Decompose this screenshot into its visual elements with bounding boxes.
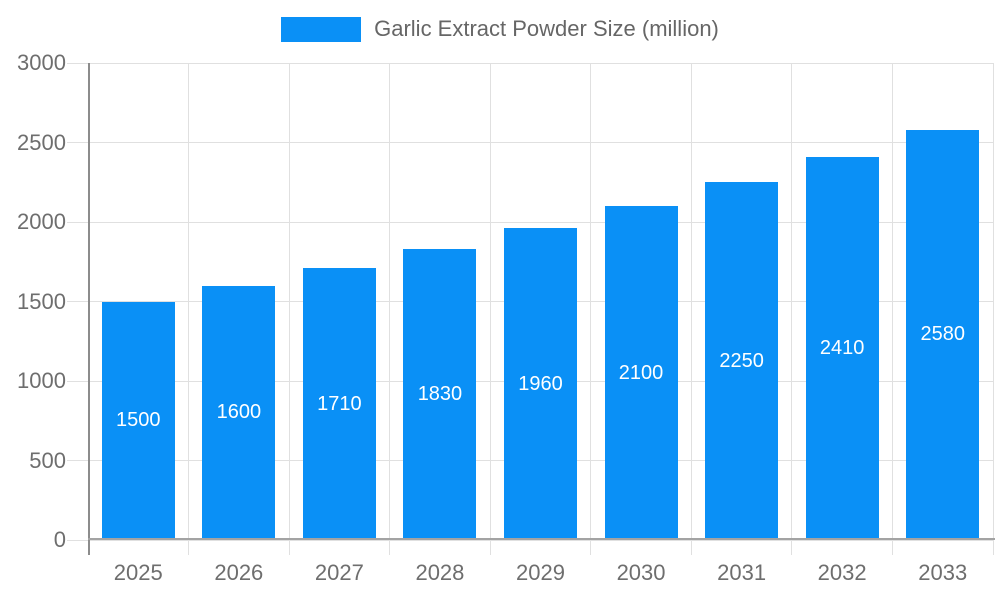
bar-2028[interactable]: 1830: [403, 249, 477, 540]
y-tick-label-2000: 2000: [17, 209, 66, 234]
bar-value-label-2025: 1500: [116, 409, 161, 432]
x-tick-label-2029: 2029: [516, 560, 565, 585]
bar-2031[interactable]: 2250: [705, 182, 779, 540]
bar-2026[interactable]: 1600: [202, 285, 276, 540]
gridline-x-4: [489, 63, 491, 555]
gridline-x-1: [188, 63, 190, 555]
bar-2029[interactable]: 1960: [504, 228, 577, 540]
bar-value-label-2030: 2100: [618, 361, 664, 384]
x-tick-label-2028: 2028: [415, 560, 465, 585]
bar-2033[interactable]: 2580: [906, 129, 980, 540]
gridline-y-3000: [67, 62, 993, 64]
x-tick-label-2031: 2031: [717, 560, 767, 585]
x-tick-label-2030: 2030: [616, 560, 666, 585]
gridline-x-2: [288, 63, 290, 555]
gridline-x-6: [690, 63, 692, 555]
chart-legend[interactable]: Garlic Extract Powder Size (million): [0, 16, 1000, 42]
gridline-x-8: [891, 63, 893, 555]
bar-2030[interactable]: 2100: [604, 206, 678, 540]
gridline-y-2000: [67, 221, 993, 223]
gridline-x-9: [992, 63, 994, 555]
bar-2027[interactable]: 1710: [302, 268, 376, 540]
y-tick-label-3000: 3000: [17, 50, 66, 75]
plot-area: 0 500 1000 1500 2000 2500 3000 1500 2025 1600 2026…: [17, 50, 995, 585]
bar-value-label-2033: 2580: [920, 323, 965, 346]
gridline-x-7: [791, 63, 793, 555]
bar-value-label-2027: 1710: [317, 392, 362, 415]
y-tick-label-2500: 2500: [17, 129, 66, 155]
y-tick-label-500: 500: [29, 447, 66, 473]
y-tick-label-0: 0: [53, 527, 66, 552]
bar-value-label-2026: 1600: [216, 401, 262, 424]
gridline-y-2500: [67, 142, 993, 143]
x-tick-label-2027: 2027: [314, 560, 364, 585]
bar-value-label-2029: 1960: [518, 372, 563, 395]
y-axis-line: [88, 63, 90, 555]
bar-2032[interactable]: 2410: [805, 156, 879, 540]
bar-2025[interactable]: 1500: [101, 301, 175, 540]
y-tick-label-1000: 1000: [17, 368, 66, 393]
legend-label[interactable]: Garlic Extract Powder Size (million): [374, 16, 719, 41]
x-tick-label-2032: 2032: [817, 560, 867, 585]
x-tick-label-2026: 2026: [214, 560, 264, 585]
x-axis-line: [88, 538, 995, 540]
gridline-x-5: [590, 63, 592, 555]
x-tick-label-2033: 2033: [918, 560, 968, 585]
x-tick-label-2025: 2025: [113, 560, 163, 585]
bar-value-label-2032: 2410: [819, 336, 865, 359]
gridline-y-0: [67, 539, 993, 541]
bar-value-label-2031: 2250: [719, 349, 764, 372]
y-tick-label-1500: 1500: [17, 288, 66, 314]
legend-swatch[interactable]: [281, 16, 362, 42]
bar-value-label-2028: 1830: [417, 383, 463, 405]
gridline-x-3: [389, 63, 391, 555]
